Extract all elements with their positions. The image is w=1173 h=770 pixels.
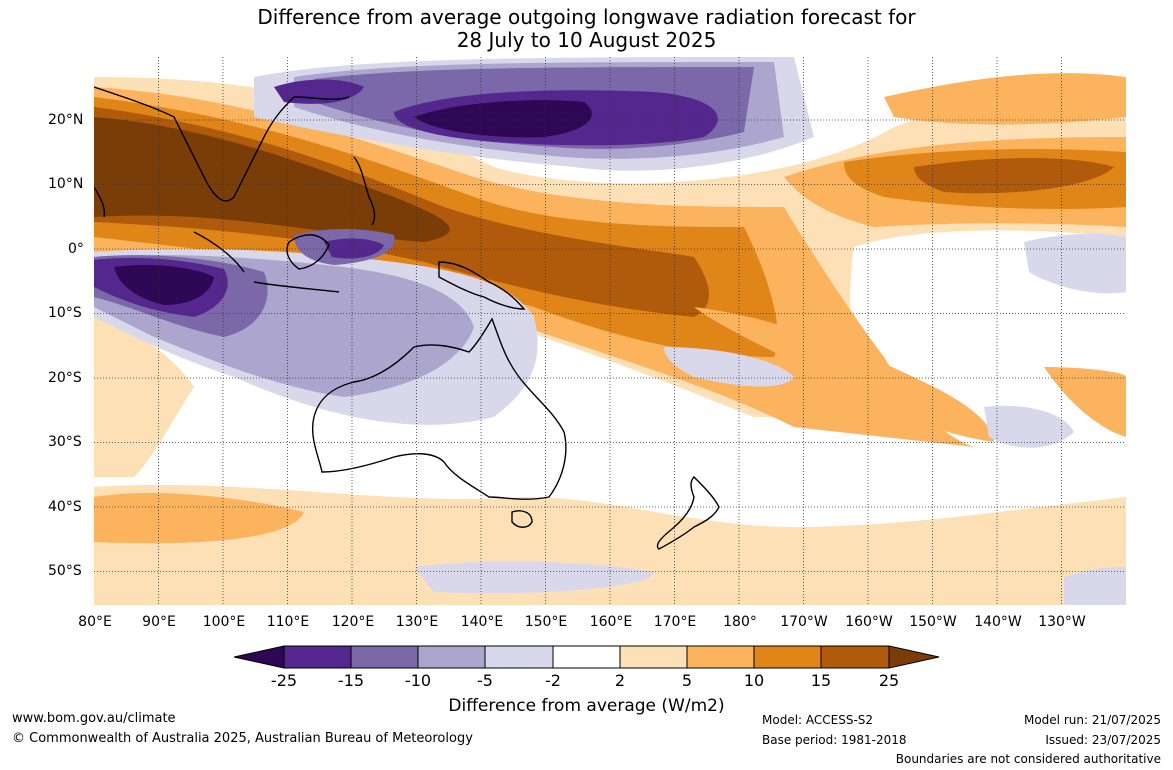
- anomaly-south-light-positive: [94, 484, 1126, 605]
- sumatra-java-outline: [193, 231, 340, 293]
- legend-swatch: [753, 645, 822, 669]
- legend-swatch: [283, 645, 352, 669]
- lat-label: 50°S: [48, 563, 82, 579]
- map-title-line2: 28 July to 10 August 2025: [456, 28, 717, 52]
- lat-gridlines: [94, 119, 1126, 572]
- anomaly-sulawesi-negative-deep: [324, 238, 384, 259]
- legend-swatch: [484, 645, 554, 669]
- model-text: Model: ACCESS-S2: [762, 713, 874, 727]
- australia-outline: [312, 317, 567, 500]
- lon-label: 180°: [723, 614, 757, 630]
- lon-label: 90°E: [142, 614, 176, 630]
- lat-label: 20°N: [48, 112, 84, 128]
- legend-tick-label: -5: [477, 671, 493, 690]
- lon-label: 80°E: [78, 614, 112, 630]
- issued-text: Issued: 23/07/2025: [1045, 733, 1161, 747]
- anomaly-tasman-negative: [664, 347, 794, 387]
- lat-label: 20°S: [48, 370, 82, 386]
- india-sri-lanka-outline: [94, 186, 106, 218]
- lon-label: 100°E: [202, 614, 246, 630]
- legend-tick-label: 5: [681, 671, 693, 690]
- tasmania-outline: [511, 510, 533, 528]
- lon-label: 170°E: [653, 614, 697, 630]
- lon-label: 130°E: [395, 614, 439, 630]
- lon-label: 150°E: [524, 614, 568, 630]
- model-run-text: Model run: 21/07/2025: [1023, 713, 1161, 727]
- anomaly-east-pacific-negative: [1024, 233, 1126, 294]
- base-period-text: Base period: 1981-2018: [762, 733, 907, 747]
- borneo-outline: [286, 234, 330, 270]
- lat-label: 0°: [68, 241, 84, 257]
- lon-label: 160°W: [845, 614, 893, 630]
- lat-label: 30°S: [48, 434, 82, 450]
- anomaly-west-indian-light: [94, 317, 194, 477]
- lon-label: 130°W: [1038, 614, 1086, 630]
- lon-label: 170°W: [780, 614, 828, 630]
- legend-colorbar: [234, 645, 940, 669]
- lon-label: 110°E: [266, 614, 310, 630]
- lon-label: 140°E: [460, 614, 504, 630]
- anomaly-south-china-sea-negative: [274, 79, 364, 104]
- anomaly-indian-negative-darkest: [114, 265, 214, 305]
- lon-gridlines: [158, 57, 1062, 605]
- legend-swatch: [417, 645, 486, 669]
- website-link[interactable]: www.bom.gov.au/climate: [12, 711, 176, 726]
- legend-swatch: [552, 645, 621, 669]
- disclaimer-text: Boundaries are not considered authoritat…: [895, 752, 1161, 766]
- lat-label: 10°S: [48, 305, 82, 321]
- legend-tick-label: 15: [810, 671, 832, 690]
- legend-title: Difference from average (W/m2): [448, 696, 725, 716]
- legend-tick-label: -25: [270, 671, 298, 690]
- legend-swatch: [619, 645, 688, 669]
- anomaly-south-pacific-positive: [694, 307, 994, 442]
- legend-tick-label: -15: [337, 671, 365, 690]
- anomaly-nw-pacific-negative-darkest: [414, 100, 592, 138]
- legend-swatch-below-25: [234, 645, 285, 669]
- legend-swatch: [820, 645, 890, 669]
- philippines-outline: [353, 156, 376, 226]
- legend-swatch: [686, 645, 755, 669]
- legend-swatch: [350, 645, 419, 669]
- lat-label: 40°S: [48, 499, 82, 515]
- copyright-text: © Commonwealth of Australia 2025, Austra…: [12, 731, 473, 746]
- lon-label: 160°E: [589, 614, 633, 630]
- anomaly-south-weak-negative: [414, 561, 654, 594]
- legend-tick-label: 10: [743, 671, 765, 690]
- png-outline: [438, 261, 526, 310]
- legend-tick-label: 25: [878, 671, 900, 690]
- anomaly-north-positive-dark: [94, 117, 450, 242]
- anomaly-southeast-pacific-positive: [1044, 367, 1126, 437]
- legend-tick-label: -10: [404, 671, 432, 690]
- lon-label: 140°W: [974, 614, 1022, 630]
- anomaly-map: [94, 57, 1126, 605]
- anomaly-far-southeast-negative: [1064, 567, 1126, 605]
- anomaly-southeast-pacific-negative: [984, 405, 1074, 448]
- legend-tick-label: 2: [614, 671, 626, 690]
- lat-label: 10°N: [48, 176, 84, 192]
- anomaly-northeast-positive: [884, 73, 1126, 125]
- lon-label: 150°W: [909, 614, 957, 630]
- anomaly-south-indian-positive: [94, 492, 304, 544]
- lon-label: 120°E: [331, 614, 375, 630]
- legend-tick-label: -2: [545, 671, 561, 690]
- map-title-line1: Difference from average outgoing longwav…: [257, 5, 916, 29]
- legend-swatch-above-25: [888, 645, 940, 669]
- asia-coastline: [94, 86, 350, 202]
